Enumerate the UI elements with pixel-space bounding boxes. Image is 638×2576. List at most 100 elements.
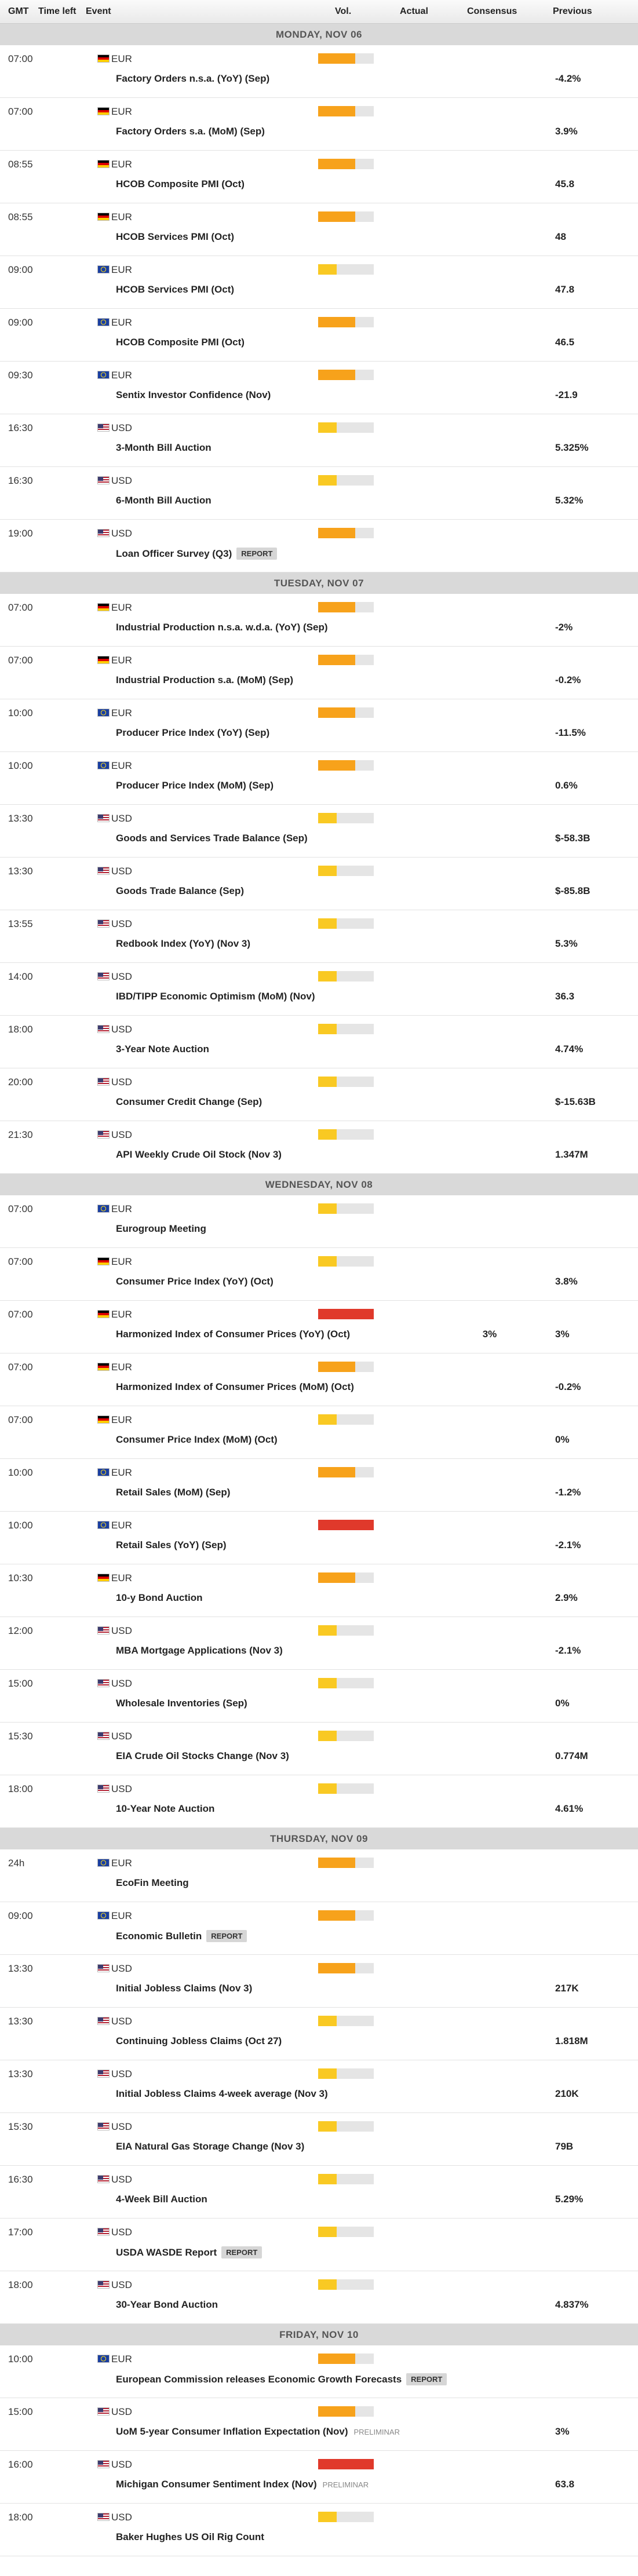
event-row[interactable]: 15:30 USD EIA Crude Oil Stocks Change (Nov… — [0, 1723, 638, 1775]
event-row[interactable]: 07:00 EUR Harmonized Index of Consumer Pri… — [0, 1301, 638, 1353]
event-row[interactable]: 20:00 USD Consumer Credit Change (Sep) $-15… — [0, 1068, 638, 1121]
currency: EUR — [111, 2354, 132, 2365]
event-row[interactable]: 13:30 USD Goods and Services Trade Balance… — [0, 805, 638, 858]
event-name: Consumer Price Index (YoY) (Oct) — [116, 1276, 274, 1287]
volatility-bar — [318, 1625, 374, 1636]
volatility-bar — [318, 1467, 374, 1477]
volatility-bar — [318, 2459, 374, 2469]
event-row[interactable]: 15:00 USD UoM 5-year Consumer Inflation Ex… — [0, 2398, 638, 2451]
event-row[interactable]: 08:55 EUR HCOB Composite PMI (Oct) 45.8 — [0, 151, 638, 203]
event-title: Continuing Jobless Claims (Oct 27) — [116, 2035, 282, 2046]
volatility-bar — [318, 1783, 374, 1794]
event-row[interactable]: 18:00 USD 3-Year Note Auction 4.74% — [0, 1016, 638, 1068]
event-row[interactable]: 16:30 USD 3-Month Bill Auction 5.325% — [0, 414, 638, 467]
event-row[interactable]: 12:00 USD MBA Mortgage Applications (Nov 3… — [0, 1617, 638, 1670]
event-row[interactable]: 16:30 USD 6-Month Bill Auction 5.32% — [0, 467, 638, 520]
event-row[interactable]: 10:00 EUR Producer Price Index (YoY) (Sep)… — [0, 699, 638, 752]
event-name: 10-Year Note Auction — [116, 1803, 214, 1815]
event-row[interactable]: 21:30 USD API Weekly Crude Oil Stock (Nov … — [0, 1121, 638, 1174]
flag-icon — [97, 371, 110, 379]
event-title: HCOB Services PMI (Oct) — [116, 284, 235, 295]
event-row[interactable]: 10:30 EUR 10-y Bond Auction 2.9% — [0, 1564, 638, 1617]
previous: 3% — [555, 2426, 570, 2437]
event-row[interactable]: 07:00 EUR Harmonized Index of Consumer Pri… — [0, 1353, 638, 1406]
time: 07:00 — [8, 602, 33, 613]
volatility-bar — [318, 2512, 374, 2522]
event-row[interactable]: 13:55 USD Redbook Index (YoY) (Nov 3) 5.3% — [0, 910, 638, 963]
volatility-bar — [318, 1414, 374, 1425]
event-row[interactable]: 07:00 EUR Factory Orders s.a. (MoM) (Sep) 3… — [0, 98, 638, 151]
event-title: 6-Month Bill Auction — [116, 495, 212, 506]
event-name: Economic Bulletin REPORT — [116, 1930, 247, 1942]
time: 10:00 — [8, 760, 33, 771]
time: 15:30 — [8, 1731, 33, 1742]
report-tag[interactable]: REPORT — [221, 2246, 263, 2258]
event-row[interactable]: 10:00 EUR European Commission releases Eco… — [0, 2345, 638, 2398]
volatility-fill — [318, 106, 355, 116]
event-name: Continuing Jobless Claims (Oct 27) — [116, 2035, 282, 2047]
event-row[interactable]: 16:30 USD 4-Week Bill Auction 5.29% — [0, 2166, 638, 2219]
event-title: 10-y Bond Auction — [116, 1592, 203, 1603]
report-tag[interactable]: REPORT — [236, 548, 278, 560]
volatility-fill — [318, 813, 337, 823]
event-row[interactable]: 18:00 USD 10-Year Note Auction 4.61% — [0, 1775, 638, 1828]
volatility-bar — [318, 1077, 374, 1087]
event-row[interactable]: 19:00 USD Loan Officer Survey (Q3) REPORT — [0, 520, 638, 572]
event-title: HCOB Composite PMI (Oct) — [116, 178, 245, 189]
event-row[interactable]: 07:00 EUR Factory Orders n.s.a. (YoY) (Sep… — [0, 45, 638, 98]
event-row[interactable]: 24h EUR EcoFin Meeting — [0, 1849, 638, 1902]
event-row[interactable]: 13:30 USD Continuing Jobless Claims (Oct 2… — [0, 2008, 638, 2060]
event-row[interactable]: 07:00 EUR Consumer Price Index (YoY) (Oct)… — [0, 1248, 638, 1301]
time: 20:00 — [8, 1077, 33, 1088]
flag-icon — [97, 1626, 110, 1634]
event-row[interactable]: 09:30 EUR Sentix Investor Confidence (Nov)… — [0, 362, 638, 414]
event-row[interactable]: 09:00 EUR Economic Bulletin REPORT — [0, 1902, 638, 1955]
event-row[interactable]: 14:00 USD IBD/TIPP Economic Optimism (MoM)… — [0, 963, 638, 1016]
event-row[interactable]: 13:30 USD Goods Trade Balance (Sep) $-85.8B — [0, 858, 638, 910]
time: 08:55 — [8, 159, 33, 170]
event-row[interactable]: 13:30 USD Initial Jobless Claims (Nov 3) 21… — [0, 1955, 638, 2008]
column-header: Previous — [553, 6, 592, 16]
event-row[interactable]: 15:00 USD Wholesale Inventories (Sep) 0% — [0, 1670, 638, 1723]
event-row[interactable]: 10:00 EUR Producer Price Index (MoM) (Sep)… — [0, 752, 638, 805]
event-row[interactable]: 10:00 EUR Retail Sales (YoY) (Sep) -2.1% — [0, 1512, 638, 1564]
report-tag[interactable]: REPORT — [406, 2373, 447, 2385]
event-name: HCOB Services PMI (Oct) — [116, 284, 234, 295]
time: 13:30 — [8, 2068, 33, 2079]
event-row[interactable]: 07:00 EUR Consumer Price Index (MoM) (Oct)… — [0, 1406, 638, 1459]
event-title: Sentix Investor Confidence (Nov) — [116, 389, 271, 400]
time: 10:00 — [8, 707, 33, 718]
time: 07:00 — [8, 1309, 33, 1320]
previous: 210K — [555, 2088, 579, 2099]
previous: 3.8% — [555, 1276, 578, 1287]
event-row[interactable]: 17:00 USD USDA WASDE Report REPORT — [0, 2219, 638, 2271]
event-row[interactable]: 10:00 EUR Retail Sales (MoM) (Sep) -1.2% — [0, 1459, 638, 1512]
report-tag[interactable]: REPORT — [206, 1930, 247, 1942]
currency: USD — [111, 475, 132, 486]
volatility-fill — [318, 971, 337, 981]
event-row[interactable]: 07:00 EUR Industrial Production s.a. (MoM)… — [0, 647, 638, 699]
flag-icon — [97, 1574, 110, 1582]
event-title: European Commission releases Economic Gr… — [116, 2374, 402, 2385]
currency: USD — [111, 2406, 132, 2417]
event-row[interactable]: 16:00 USD Michigan Consumer Sentiment Inde… — [0, 2451, 638, 2504]
event-row[interactable]: 15:30 USD EIA Natural Gas Storage Change (… — [0, 2113, 638, 2166]
currency: USD — [111, 1731, 132, 1742]
event-row[interactable]: 18:00 USD 30-Year Bond Auction 4.837% — [0, 2271, 638, 2324]
volatility-bar — [318, 211, 374, 222]
time: 18:00 — [8, 1024, 33, 1035]
event-row[interactable]: 09:00 EUR HCOB Composite PMI (Oct) 46.5 — [0, 309, 638, 362]
event-row[interactable]: 08:55 EUR HCOB Services PMI (Oct) 48 — [0, 203, 638, 256]
day-header: TUESDAY, NOV 07 — [0, 572, 638, 594]
event-title: Initial Jobless Claims (Nov 3) — [116, 1983, 253, 1994]
volatility-fill — [318, 2354, 355, 2364]
column-header: Event — [86, 6, 111, 16]
currency: EUR — [111, 1572, 132, 1583]
event-row[interactable]: 09:00 EUR HCOB Services PMI (Oct) 47.8 — [0, 256, 638, 309]
event-row[interactable]: 18:00 USD Baker Hughes US Oil Rig Count — [0, 2504, 638, 2556]
event-row[interactable]: 07:00 EUR Eurogroup Meeting — [0, 1195, 638, 1248]
previous: 45.8 — [555, 178, 575, 189]
event-row[interactable]: 07:00 EUR Industrial Production n.s.a. w.d… — [0, 594, 638, 647]
event-title: 30-Year Bond Auction — [116, 2299, 218, 2310]
event-row[interactable]: 13:30 USD Initial Jobless Claims 4-week av… — [0, 2060, 638, 2113]
